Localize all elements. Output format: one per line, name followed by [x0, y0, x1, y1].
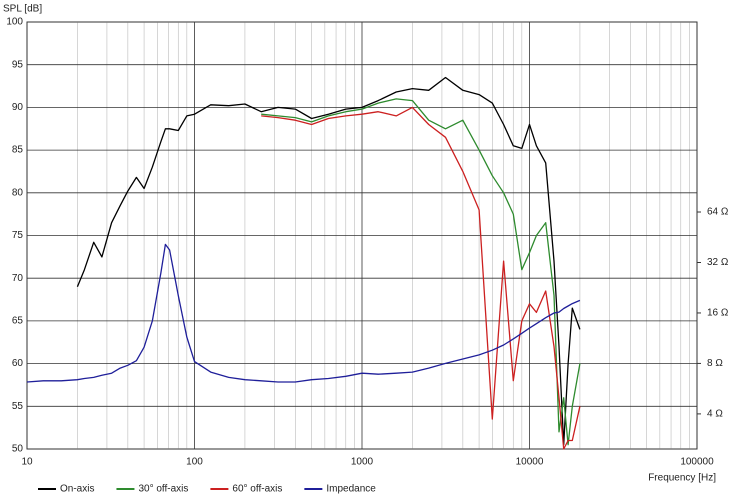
legend-label: 60° off-axis — [232, 484, 282, 495]
x-axis-label: Frequency [Hz] — [648, 473, 716, 484]
y2-tick-label: 64 Ω — [707, 207, 729, 218]
x-tick-label: 100 — [186, 457, 203, 468]
series-line — [76, 76, 581, 446]
y-axis-label: SPL [dB] — [3, 4, 42, 15]
series-line — [261, 106, 581, 450]
y-tick-label: 75 — [12, 230, 24, 241]
y2-tick-label: 32 Ω — [707, 257, 729, 268]
legend-label: On-axis — [60, 484, 94, 495]
y-tick-label: 55 — [12, 401, 24, 412]
y-tick-label: 85 — [12, 145, 24, 156]
y2-tick-label: 16 Ω — [707, 308, 729, 319]
y-tick-label: 95 — [12, 59, 24, 70]
y2-tick-label: 4 Ω — [707, 409, 723, 420]
x-tick-label: 100000 — [680, 457, 714, 468]
legend-label: 30° off-axis — [138, 484, 188, 495]
y-tick-label: 90 — [12, 102, 24, 113]
x-tick-label: 10 — [21, 457, 33, 468]
y-tick-label: 80 — [12, 187, 24, 198]
y2-tick-label: 8 Ω — [707, 358, 723, 369]
x-tick-label: 1000 — [351, 457, 374, 468]
x-tick-label: 10000 — [516, 457, 544, 468]
y-tick-label: 65 — [12, 316, 24, 327]
y-tick-label: 60 — [12, 358, 24, 369]
y-tick-label: 50 — [12, 444, 24, 455]
legend-label: Impedance — [326, 484, 376, 495]
series-line — [26, 243, 581, 383]
y-tick-label: 100 — [6, 17, 23, 28]
y-tick-label: 70 — [12, 273, 24, 284]
